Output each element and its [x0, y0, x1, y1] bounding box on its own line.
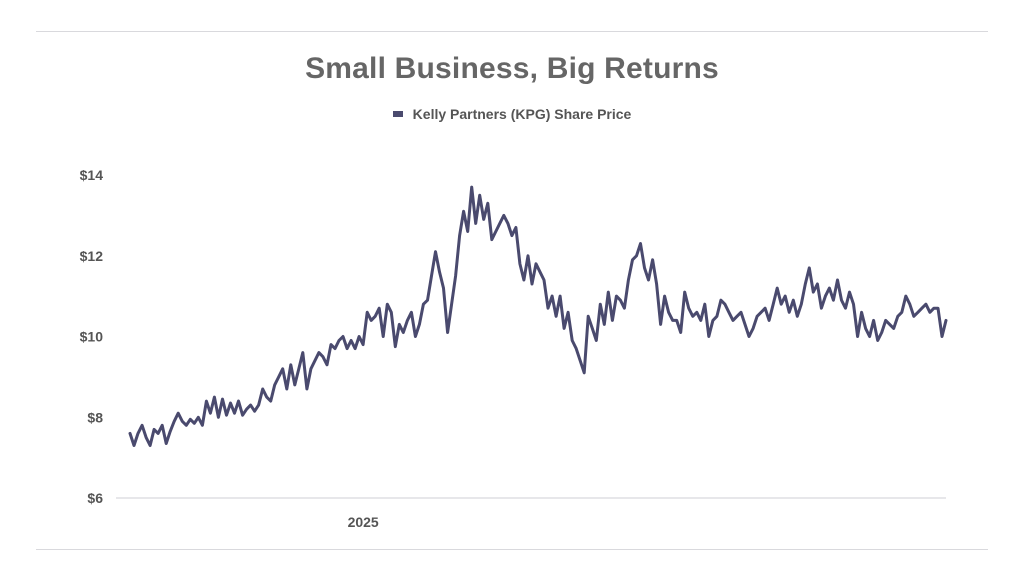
chart-legend: Kelly Partners (KPG) Share Price: [0, 106, 1024, 122]
y-axis: $14 $12 $10 $8 $6: [80, 167, 104, 506]
y-tick-label: $8: [87, 409, 103, 425]
y-tick-label: $6: [87, 490, 103, 506]
x-axis: 2025: [348, 514, 379, 530]
chart-title: Small Business, Big Returns: [305, 52, 719, 85]
y-tick-label: $10: [80, 329, 104, 345]
x-tick-label: 2025: [348, 514, 379, 530]
bottom-divider: [36, 549, 988, 550]
y-tick-label: $12: [80, 248, 104, 264]
legend-label: Kelly Partners (KPG) Share Price: [412, 106, 632, 122]
y-tick-label: $14: [80, 167, 104, 183]
top-divider: [36, 31, 988, 32]
series-layer: [128, 185, 948, 447]
series-line-kpg-share-price: [128, 185, 948, 447]
legend-swatch: [392, 111, 403, 117]
